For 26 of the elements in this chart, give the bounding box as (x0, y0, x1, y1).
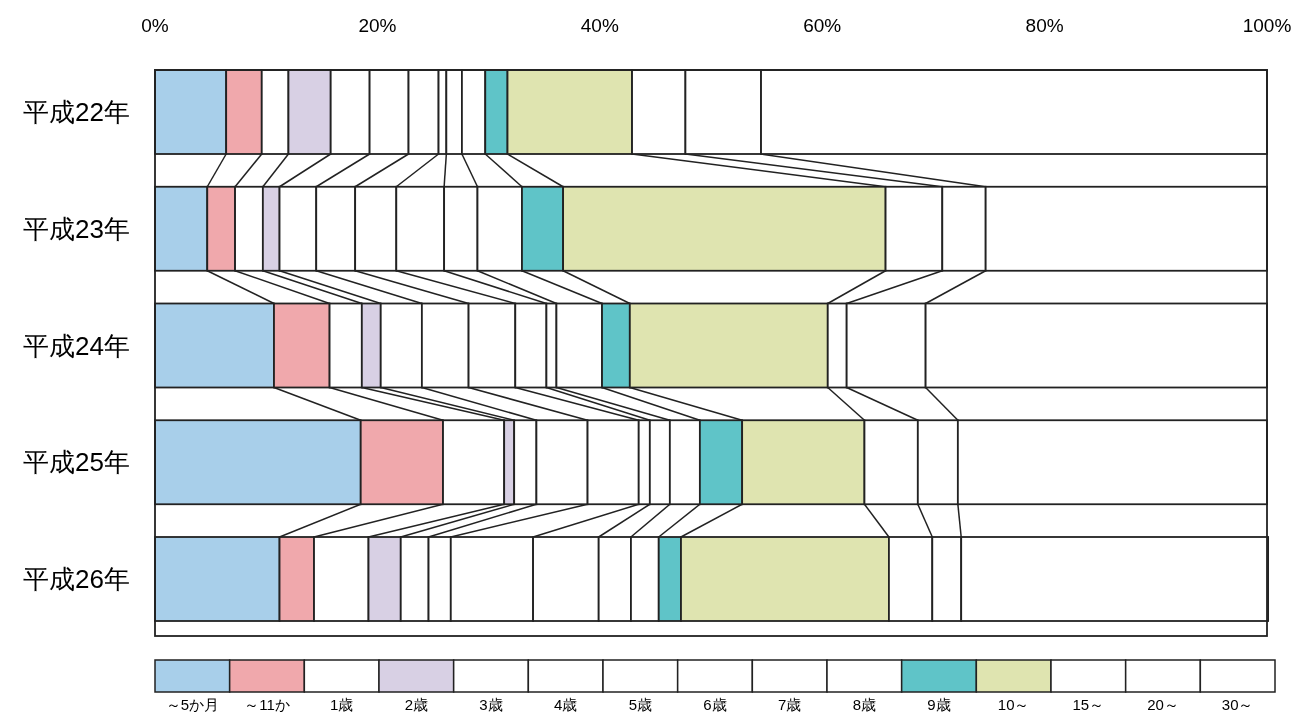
legend-label: 4歳 (553, 696, 578, 713)
legend-label: 20～ (1147, 696, 1179, 713)
x-tick-label: 100% (1242, 15, 1292, 36)
y-tick-label: 平成26年 (23, 564, 130, 594)
legend-label: 15～ (1072, 696, 1105, 713)
legend-label: 3歳 (479, 696, 503, 713)
legend-label: 7歳 (777, 696, 802, 713)
legend-label: 2歳 (404, 696, 429, 713)
x-tick-label: 40% (580, 15, 619, 36)
x-tick-label: 60% (803, 15, 842, 36)
legend-label: 10～ (997, 696, 1030, 713)
legend-label: 9歳 (927, 696, 951, 713)
x-tick-label: 80% (1025, 15, 1064, 36)
legend-label: ～5か月 (165, 696, 220, 713)
legend-label: 6歳 (703, 696, 727, 713)
legend-label: 8歳 (852, 696, 877, 713)
x-tick-label: 0% (141, 15, 169, 36)
legend-label: ～11か (244, 696, 290, 713)
y-tick-label: 平成25年 (23, 447, 130, 478)
legend-label: 1歳 (329, 696, 354, 713)
legend-label: 5歳 (628, 696, 653, 713)
y-tick-label: 平成23年 (23, 213, 130, 244)
y-tick-label: 平成22年 (23, 97, 130, 127)
legend-label: 30～ (1221, 696, 1254, 713)
x-tick-label: 20% (358, 15, 397, 36)
y-tick-label: 平成24年 (23, 330, 130, 361)
